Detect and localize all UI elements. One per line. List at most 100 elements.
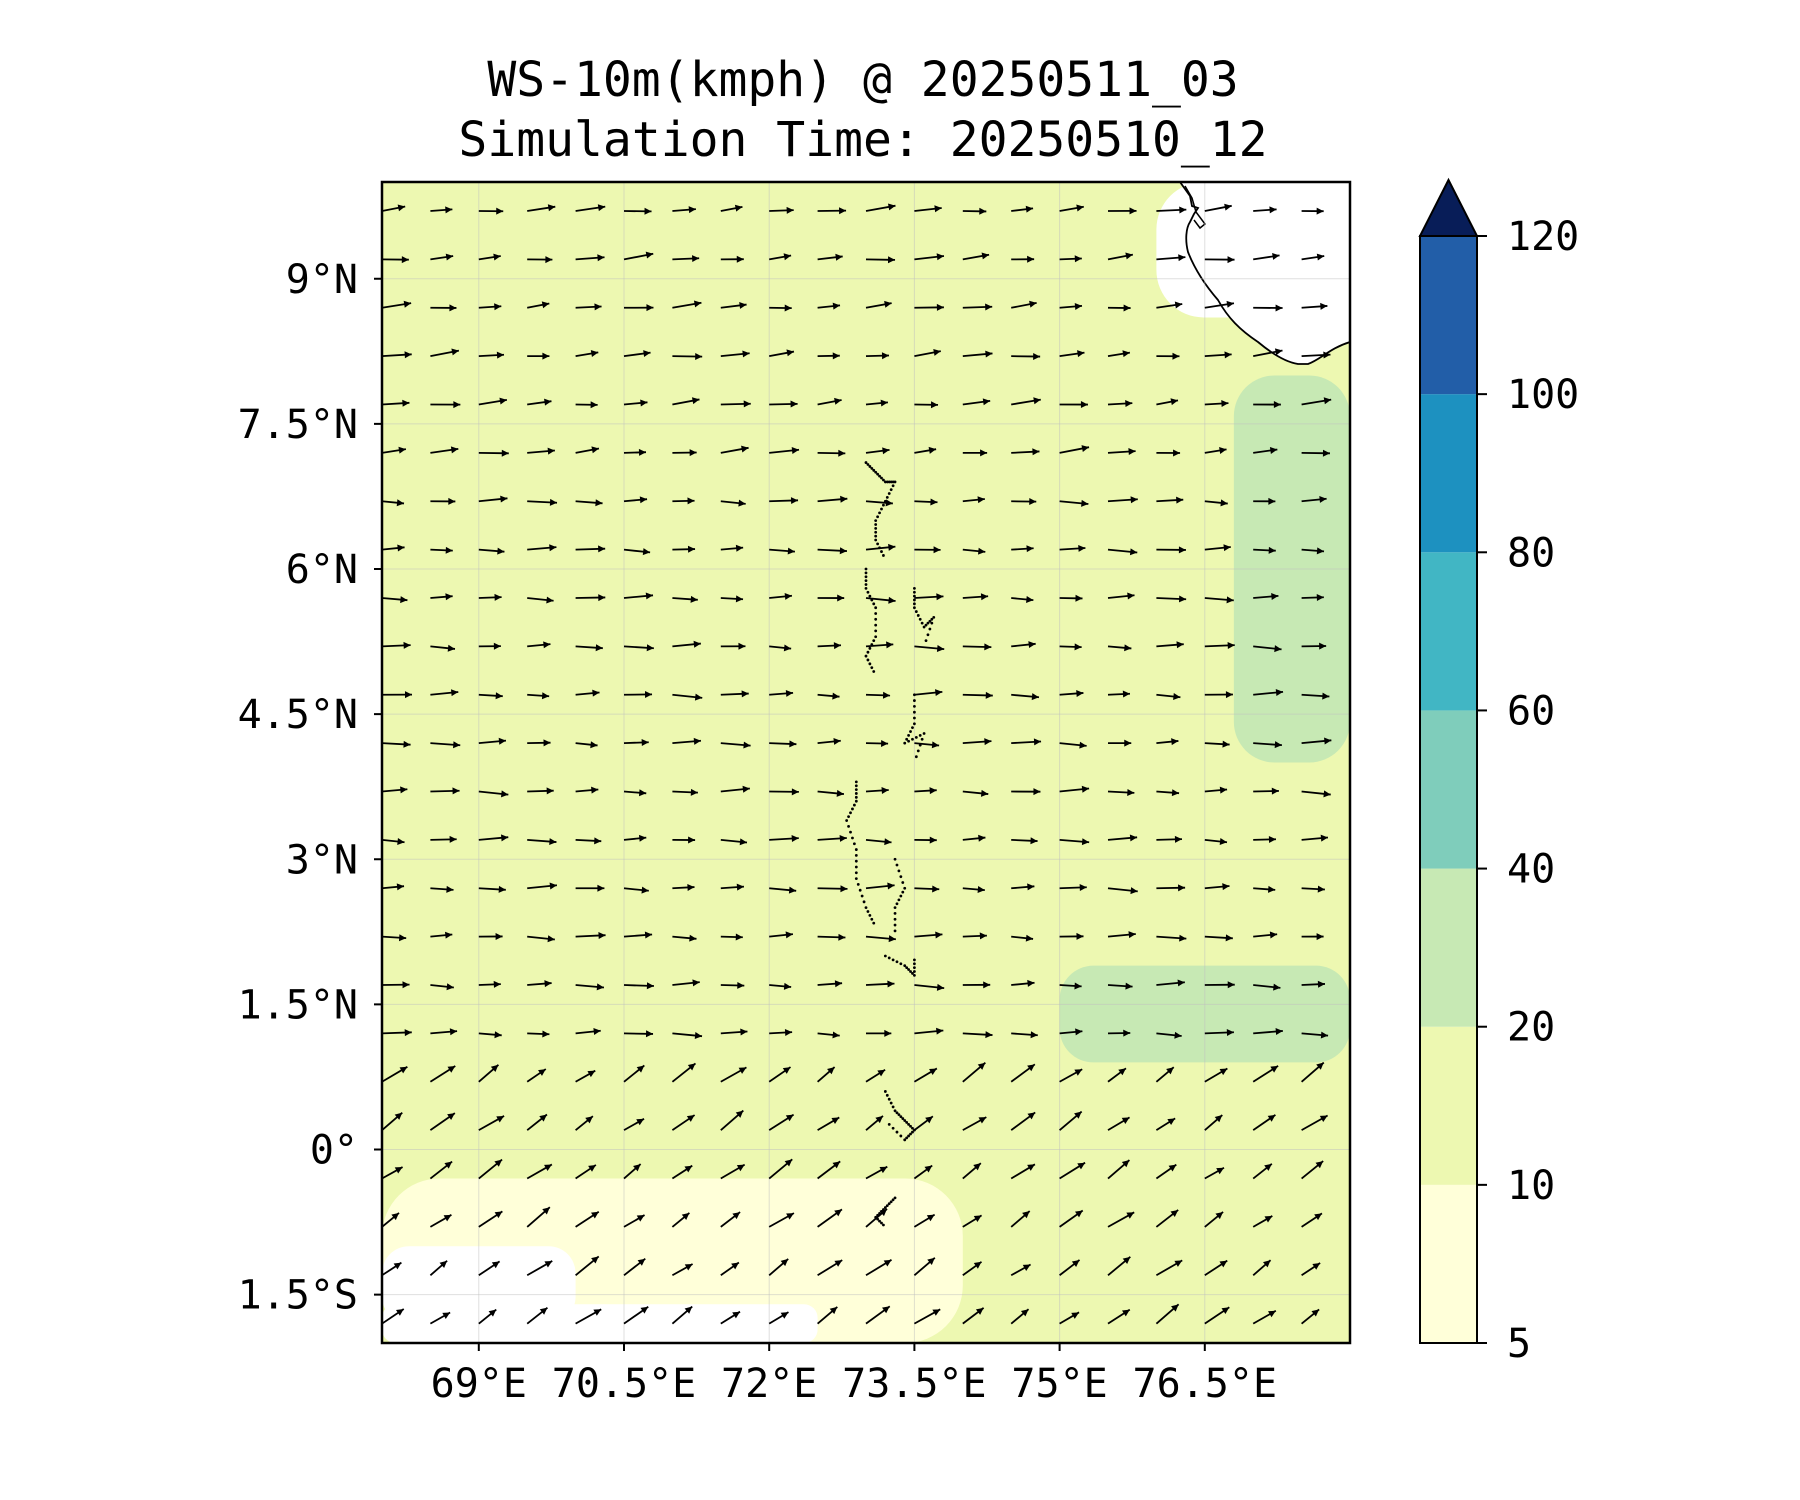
atoll-dot	[895, 1130, 899, 1134]
wind-arrow	[914, 787, 937, 795]
atoll-dot	[866, 658, 870, 662]
wind-arrow	[769, 886, 797, 894]
atoll-dot	[901, 1117, 905, 1120]
wind-arrow	[430, 983, 454, 991]
wind-arrow	[817, 253, 843, 261]
wind-arrow	[1059, 932, 1084, 940]
wind-arrow	[1011, 788, 1041, 796]
wind-arrow	[1204, 1067, 1228, 1083]
wind-arrow	[865, 980, 895, 988]
wind-arrow	[914, 349, 941, 358]
wind-arrow	[429, 1065, 456, 1083]
atoll-dot	[847, 815, 850, 819]
atoll-dot	[880, 507, 883, 511]
wind-arrow	[575, 1115, 594, 1131]
atoll-dot	[887, 1202, 891, 1206]
wind-arrow	[575, 545, 606, 553]
wind-arrow	[1010, 1210, 1031, 1228]
wind-arrow	[1204, 1306, 1230, 1325]
wind-arrow	[1252, 1215, 1273, 1228]
maldives-atolls	[845, 461, 936, 1227]
wind-arrow	[1059, 594, 1083, 602]
atoll-dot	[887, 492, 891, 495]
figure-title-line-1: WS-10m(kmph) @ 20250511_03	[487, 52, 1238, 108]
wind-arrow	[672, 640, 701, 648]
wind-arrow	[865, 596, 896, 604]
wind-arrow	[769, 206, 794, 214]
wind-arrow	[1301, 547, 1325, 555]
wind-arrow	[1301, 1160, 1324, 1180]
wind-arrow	[429, 1112, 456, 1131]
wind-arrow	[478, 1115, 505, 1131]
wind-arrow	[914, 645, 945, 652]
wind-arrow	[671, 1062, 697, 1083]
wind-arrow	[623, 1030, 654, 1038]
atoll-dot	[907, 734, 910, 737]
wind-arrow	[478, 1260, 501, 1277]
colorbar-bin-5-10	[1420, 1184, 1477, 1343]
atoll-dot	[911, 1130, 914, 1134]
colorbar-tick-label: 120	[1507, 214, 1579, 260]
wind-arrow	[913, 1115, 934, 1131]
lon-tick-label: 72°E	[721, 1361, 817, 1407]
atoll-dot	[852, 803, 856, 807]
atoll-dot	[891, 484, 895, 488]
wind-arrow	[962, 350, 993, 358]
atoll-dot	[928, 627, 932, 631]
atoll-dot	[914, 610, 918, 613]
atoll-dot	[911, 737, 914, 741]
colorbar-bin-100-120	[1420, 236, 1477, 395]
wind-arrow	[914, 983, 945, 991]
wind-arrow	[1253, 885, 1276, 893]
wind-arrow	[1301, 1308, 1320, 1325]
atoll-dot	[885, 1093, 889, 1097]
wind-arrow	[478, 642, 501, 650]
wind-arrow	[1156, 835, 1182, 843]
atoll-dot	[849, 811, 852, 815]
wind-arrow	[575, 1255, 600, 1276]
wind-arrow	[1011, 205, 1034, 213]
colorbar-tick-label: 40	[1507, 847, 1555, 893]
atoll-dot	[878, 511, 881, 515]
wind-arrow	[575, 644, 603, 652]
map-panel	[380, 180, 1352, 1345]
lat-tick-label: 0°	[310, 1128, 358, 1174]
wind-arrow	[1011, 837, 1038, 845]
atoll-dot	[862, 900, 866, 904]
wind-arrow	[1011, 641, 1036, 649]
atoll-dot	[847, 824, 850, 828]
wind-arrow	[1156, 934, 1187, 942]
wind-arrow	[720, 883, 745, 891]
wind-arrow	[962, 547, 986, 555]
wind-arrow	[720, 838, 748, 846]
wind-arrow	[623, 931, 653, 939]
wind-arrow	[720, 499, 746, 507]
wind-arrow	[1059, 255, 1082, 263]
wind-arrow	[1107, 207, 1137, 215]
wind-arrow	[430, 787, 460, 795]
atoll-dot	[887, 1122, 891, 1126]
wind-arrow	[672, 300, 702, 309]
wind-arrow	[1059, 1068, 1083, 1083]
wind-arrow	[865, 1068, 886, 1083]
wind-arrow	[769, 547, 795, 555]
wind-arrow	[1204, 499, 1228, 507]
wind-arrow	[914, 401, 939, 409]
wind-arrow	[1252, 1114, 1276, 1131]
wind-arrow	[1349, 548, 1350, 550]
wind-arrow	[914, 593, 944, 601]
wind-arrow	[1107, 400, 1133, 408]
wind-arrow	[1011, 979, 1035, 987]
wind-arrow	[1156, 693, 1181, 701]
wind-arrow	[575, 446, 600, 454]
wind-arrow	[1059, 982, 1082, 990]
wind-arrow	[720, 981, 745, 989]
lon-tick-label: 73.5°E	[842, 1361, 987, 1407]
wind-arrow	[769, 400, 798, 408]
atoll-dot	[913, 598, 916, 602]
colorbar-tick-label: 100	[1507, 372, 1579, 418]
wind-arrow	[1059, 204, 1084, 212]
wind-arrow	[962, 1261, 983, 1277]
wind-arrow	[1059, 741, 1087, 749]
wind-arrow	[1204, 786, 1228, 794]
